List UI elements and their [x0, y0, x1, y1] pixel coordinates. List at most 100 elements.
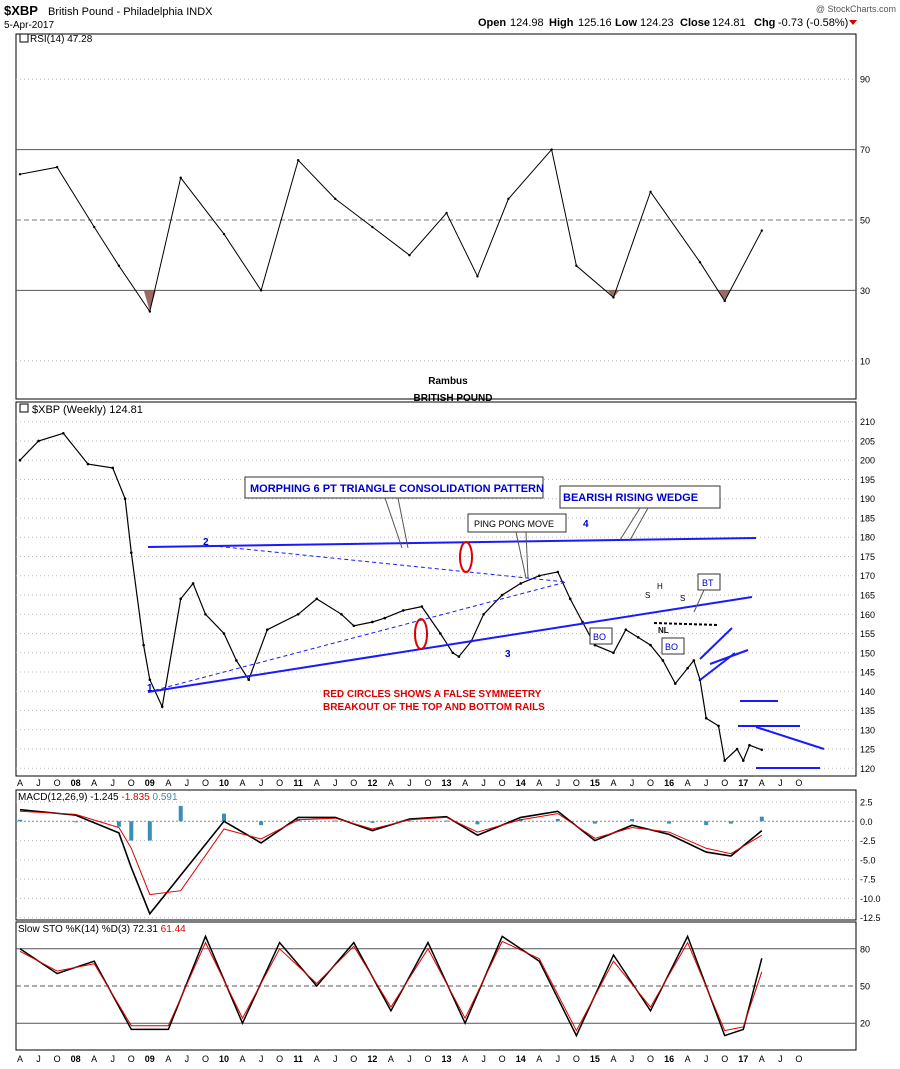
- price-point: [315, 597, 319, 601]
- price-point: [86, 462, 90, 466]
- price-point: [265, 628, 269, 631]
- x-tick-label: O: [721, 778, 728, 788]
- price-point: [37, 439, 40, 443]
- triangle-dashed-upper: [204, 544, 567, 583]
- price-point: [673, 682, 677, 685]
- x-tick-label: O: [276, 778, 283, 788]
- bo-box-1: [589, 627, 613, 645]
- x-tick-label: J: [36, 1054, 41, 1064]
- rsi-legend-marker: [19, 33, 29, 43]
- high-value: 125.16: [578, 17, 612, 29]
- x-tick-label: O: [573, 778, 580, 788]
- macd-legend-signal: -1.835: [121, 792, 150, 803]
- x-tick-label: 08: [71, 778, 81, 788]
- x-tick-label: A: [610, 778, 616, 788]
- macd-legend-histogram: 0.591: [153, 792, 178, 803]
- chart-date: 5-Apr-2017: [4, 20, 54, 31]
- y-tick-label: -5.0: [860, 855, 876, 865]
- price-point: [340, 612, 343, 616]
- x-tick-label: A: [685, 1054, 691, 1064]
- rsi-point: [148, 310, 152, 313]
- bt-label: BT: [702, 578, 714, 588]
- y-tick-label: 130: [860, 725, 875, 735]
- bt-box: [697, 573, 721, 591]
- x-tick-label: A: [536, 778, 542, 788]
- x-tick-label: 16: [664, 1054, 674, 1064]
- x-tick-label: O: [721, 1054, 728, 1064]
- down-arrow-icon: [849, 20, 857, 25]
- rsi-legend: RSI(14) 47.28: [30, 34, 93, 45]
- price-point: [296, 612, 300, 616]
- rsi-point: [507, 197, 510, 201]
- x-tick-label: O: [54, 1054, 61, 1064]
- y-tick-label: 20: [860, 1019, 870, 1029]
- x-tick-label: 13: [442, 778, 452, 788]
- sto-legend-name: Slow STO %K(14) %D(3): [18, 924, 130, 935]
- price-point: [704, 716, 708, 720]
- price-point: [624, 628, 628, 631]
- bo-box-2: [661, 637, 685, 655]
- rsi-point: [408, 254, 411, 257]
- price-point: [129, 551, 133, 554]
- y-tick-label: 165: [860, 591, 875, 601]
- x-tick-label: J: [630, 1054, 635, 1064]
- sto-legend: Slow STO %K(14) %D(3) 72.31 61.44: [18, 924, 186, 935]
- macd-histogram-bar: [555, 818, 560, 822]
- bo-label-2: BO: [665, 642, 678, 652]
- price-point: [686, 666, 689, 670]
- x-tick-label: 17: [738, 1054, 748, 1064]
- rsi-point: [476, 275, 479, 278]
- channel-upper: [699, 627, 733, 660]
- price-point: [401, 609, 405, 612]
- ping-pong-pointer: [515, 531, 529, 579]
- price-point: [723, 759, 727, 762]
- bt-pointer: [693, 589, 705, 613]
- x-tick-label: A: [17, 778, 23, 788]
- high-label: High: [549, 17, 574, 29]
- price-point: [735, 747, 739, 751]
- x-tick-label: A: [314, 778, 320, 788]
- price-point: [111, 466, 115, 470]
- x-tick-label: O: [350, 778, 357, 788]
- instrument-name: British Pound - Philadelphia INDX: [48, 6, 213, 18]
- rsi-point: [222, 232, 226, 236]
- x-tick-label: O: [647, 778, 654, 788]
- head-shoulders-head: H: [657, 582, 663, 591]
- y-tick-label: 175: [860, 552, 875, 562]
- x-tick-label: O: [499, 1054, 506, 1064]
- y-tick-label: 140: [860, 687, 875, 697]
- macd-histogram-bar: [630, 818, 634, 822]
- x-tick-label: J: [110, 1054, 115, 1064]
- x-tick-label: J: [407, 1054, 412, 1064]
- wedge-label-pointer: [619, 507, 649, 541]
- rsi-point: [18, 173, 22, 176]
- x-tick-label: J: [778, 778, 783, 788]
- low-value: 124.23: [640, 17, 674, 29]
- ping-pong-label: PING PONG MOVE: [474, 519, 554, 529]
- x-tick-label: 17: [738, 778, 748, 788]
- sto-d-line: [19, 940, 763, 1032]
- y-tick-label: 80: [860, 944, 870, 954]
- macd-histogram-bar: [444, 820, 449, 822]
- price-point: [748, 743, 751, 747]
- price-point: [482, 612, 485, 616]
- triangle-label-pointer: [384, 497, 409, 549]
- x-tick-label: 11: [293, 778, 303, 788]
- price-point: [451, 651, 455, 655]
- triangle-dashed-lower: [147, 581, 567, 693]
- rsi-point: [371, 225, 374, 229]
- y-tick-label: 170: [860, 571, 875, 581]
- falling-rail: [755, 726, 825, 750]
- wedge-upper: [709, 649, 749, 665]
- y-tick-label: -12.5: [860, 913, 881, 923]
- x-tick-label: O: [276, 1054, 283, 1064]
- chg-value: -0.73 (-0.58%): [778, 17, 848, 29]
- rsi-point: [259, 289, 263, 292]
- macd-histogram-bar: [704, 821, 709, 826]
- x-tick-label: J: [407, 778, 412, 788]
- macd-histogram-bar: [147, 821, 152, 841]
- y-tick-label: 120: [860, 764, 875, 774]
- sto-legend-d: 61.44: [161, 924, 186, 935]
- price-legend-marker: [19, 403, 29, 413]
- rsi-point: [296, 158, 300, 162]
